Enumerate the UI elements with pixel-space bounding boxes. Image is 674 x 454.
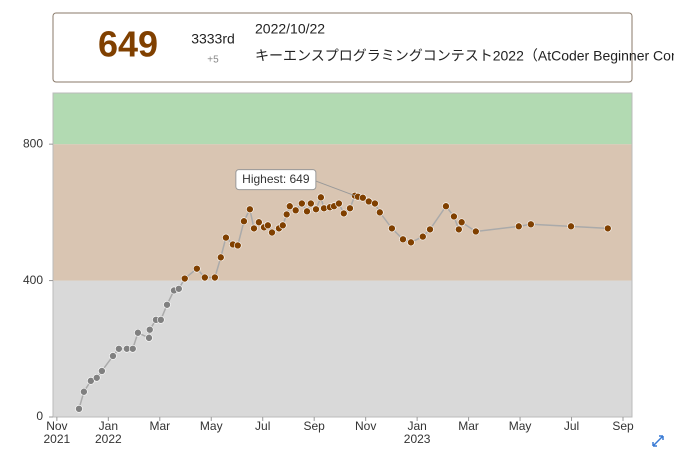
rating-point (128, 344, 137, 353)
x-tick-label: Jan (407, 419, 426, 433)
rating-point (80, 387, 88, 396)
rating-point (268, 228, 276, 237)
x-year-label: 2021 (44, 432, 71, 446)
rating-point (145, 325, 154, 334)
rating-point (457, 218, 466, 227)
x-tick-label: Nov (355, 419, 376, 433)
rating-point (285, 202, 294, 211)
rating-point (455, 225, 463, 234)
rating-point (157, 315, 165, 324)
rating-point (175, 284, 183, 293)
annotation-box (235, 169, 317, 191)
plot-frame (52, 92, 633, 418)
rating-point (407, 238, 415, 247)
rating-band (53, 280, 632, 417)
rating-point (163, 300, 171, 309)
x-tick-label: Jul (564, 419, 579, 433)
header-box (52, 12, 633, 83)
rating-point (145, 334, 153, 342)
rating-point (514, 222, 523, 231)
x-tick-label: Sep (612, 419, 634, 433)
y-tick-label: 0 (36, 409, 43, 423)
rating-point (264, 221, 272, 230)
expand-icon[interactable] (652, 435, 664, 447)
rating-point (527, 220, 535, 229)
rating-point (335, 199, 343, 208)
rating-point (278, 221, 287, 230)
rating-point (426, 225, 434, 234)
rating-point (193, 264, 201, 273)
rating-point (250, 224, 258, 233)
annotation-pointer (314, 180, 356, 197)
rating-point (371, 199, 379, 208)
rating-point (346, 204, 354, 213)
rating-point (134, 328, 142, 337)
rating-point (303, 207, 311, 216)
rating-point (604, 224, 612, 233)
rating-point (450, 212, 458, 221)
rating-point (376, 208, 384, 217)
rating-point (115, 344, 123, 353)
rating-point (307, 199, 315, 208)
rating-point (359, 193, 367, 202)
y-tick-label: 800 (23, 136, 43, 150)
rating-point (75, 405, 83, 413)
rating-band (53, 93, 632, 145)
rating-point (240, 217, 248, 226)
rating-point (418, 232, 427, 241)
rating-point (109, 352, 117, 360)
contest-name: キーエンスプログラミングコンテスト2022（AtCoder Beginner C… (255, 48, 674, 64)
x-tick-label: Mar (149, 419, 170, 433)
x-tick-label: Jan (99, 419, 118, 433)
rating-point (291, 206, 300, 215)
x-tick-label: Nov (46, 419, 67, 433)
rating: 649 (98, 24, 158, 65)
rating-point (312, 205, 320, 214)
rating-point (92, 373, 101, 382)
rating-point (180, 274, 189, 283)
rank: 3333rd (191, 31, 235, 47)
rating-point (298, 199, 306, 208)
x-year-label: 2023 (404, 432, 431, 446)
y-tick-label: 400 (23, 273, 43, 287)
rating-point (98, 367, 106, 375)
rating-point (471, 227, 480, 236)
rating-point (567, 222, 575, 231)
rating-point (388, 224, 396, 233)
rating-point (282, 210, 291, 219)
rating-point (87, 377, 95, 385)
x-tick-label: Jul (255, 419, 270, 433)
x-tick-label: May (509, 419, 532, 433)
rating-point (222, 233, 230, 242)
rating-point (211, 273, 219, 282)
annotation: Highest: 649 (242, 172, 310, 186)
rating-point (216, 253, 225, 262)
rating-point (399, 235, 407, 244)
rating-diff: +5 (207, 55, 219, 66)
contest-date: 2022/10/22 (255, 21, 325, 37)
x-tick-label: May (200, 419, 223, 433)
plot: 0 400 800 Nov Jan Mar May Jul Sep Nov Jan Mar May Jul… (23, 92, 634, 446)
rating-point (233, 241, 242, 250)
x-tick-label: Sep (304, 419, 326, 433)
expand-arrow (652, 435, 664, 447)
rating-point (255, 218, 263, 227)
rating-point (339, 209, 348, 218)
rating-point (317, 193, 325, 202)
rating-point (442, 202, 450, 211)
x-year-label: 2022 (95, 432, 122, 446)
x-tick-label: Mar (458, 419, 479, 433)
rating-point (246, 205, 254, 214)
rating-point (201, 273, 209, 282)
